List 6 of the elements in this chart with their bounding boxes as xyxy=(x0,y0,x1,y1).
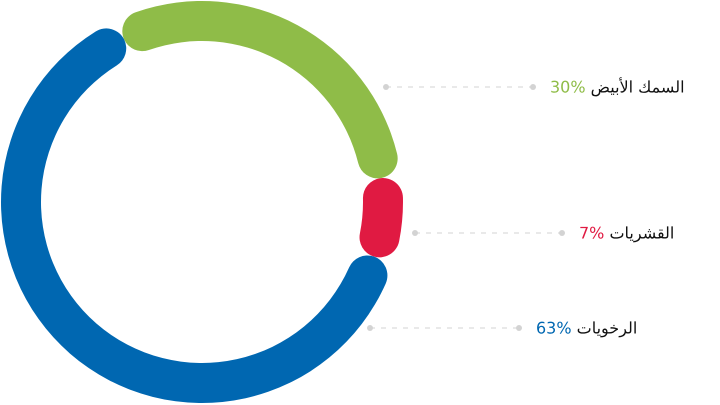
data-label: 63% xyxy=(536,318,572,338)
slice-label: القشريات xyxy=(609,224,674,242)
data-label: 7% xyxy=(579,224,604,242)
data-label: 30% xyxy=(550,78,586,96)
slice-label: السمك الأبيض xyxy=(590,76,685,96)
slice-label: الرخويات xyxy=(576,318,638,338)
